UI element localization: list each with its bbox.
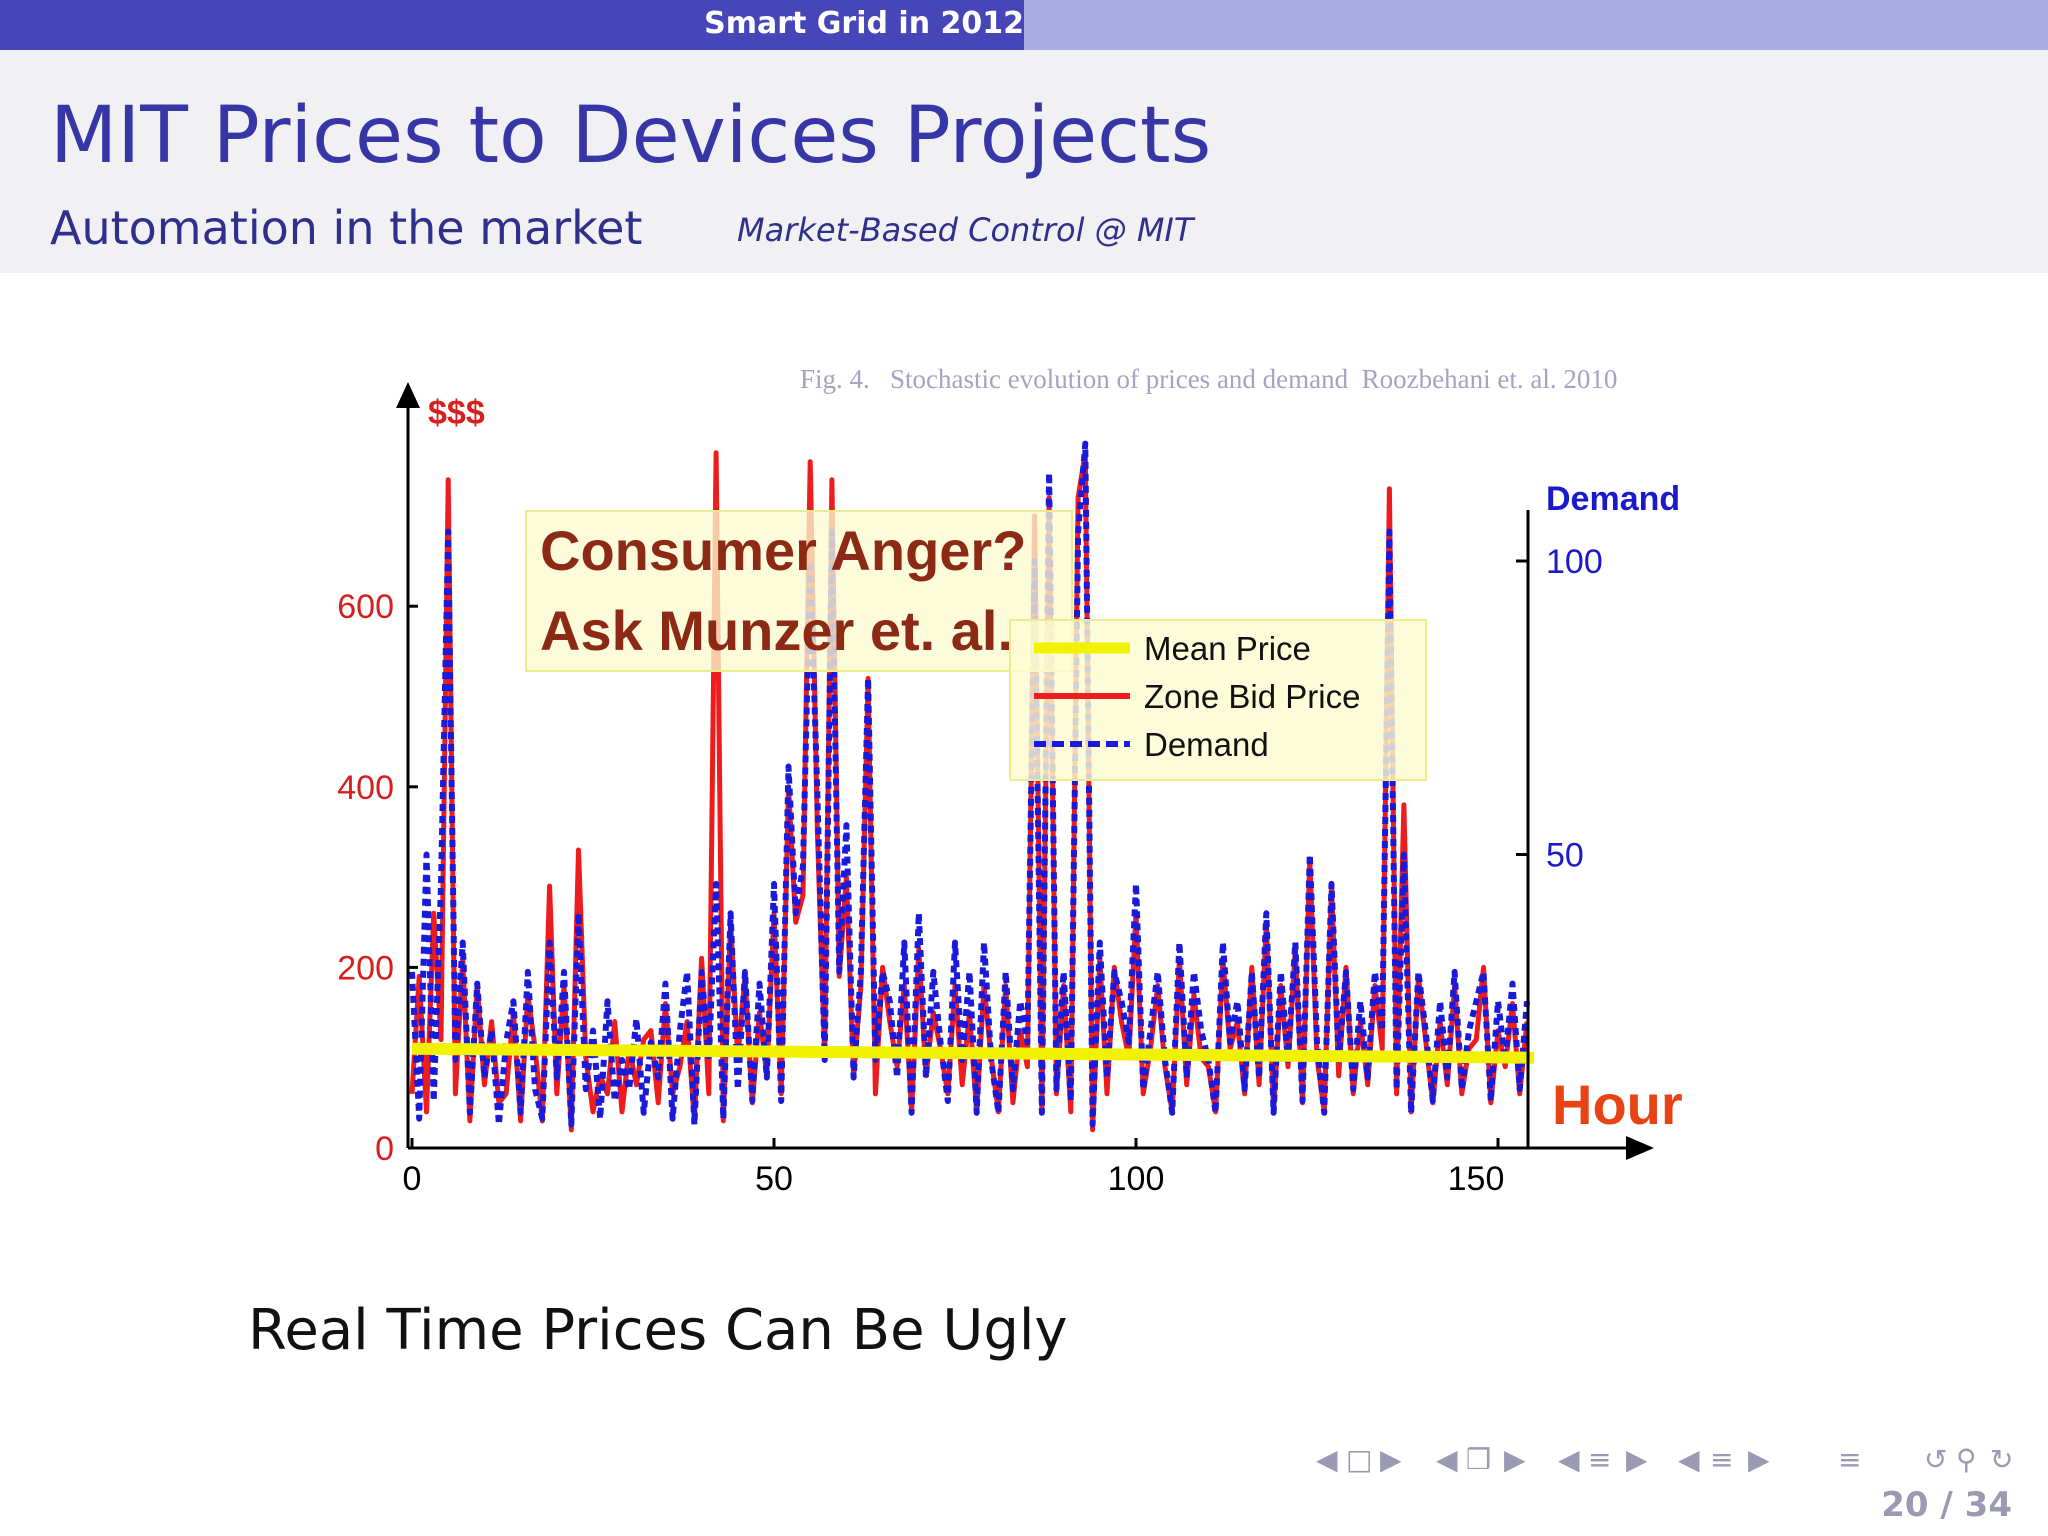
- figure-caption: Fig. 4. Stochastic evolution of prices a…: [800, 364, 1617, 394]
- search-icon[interactable]: ⚲: [1956, 1443, 1977, 1476]
- redo-icon[interactable]: ↻: [1990, 1443, 2014, 1476]
- frame-subtitle: Automation in the market: [50, 201, 643, 255]
- series-line-mean-price: [411, 1042, 1535, 1064]
- x-tick-label: 0: [403, 1160, 422, 1198]
- callout-line-2: Ask Munzer et. al.: [540, 599, 1013, 662]
- nav-next-icon[interactable]: ▶: [1504, 1443, 1526, 1476]
- bottom-text: Real Time Prices Can Be Ugly: [248, 1298, 1068, 1363]
- nav-prev-icon[interactable]: ◀: [1678, 1443, 1700, 1476]
- legend: Mean Price Zone Bid Price Demand: [1034, 630, 1360, 763]
- section-icon[interactable]: ≡: [1710, 1443, 1734, 1476]
- y-right-tick-label: 50: [1546, 837, 1584, 875]
- legend-label: Zone Bid Price: [1144, 678, 1360, 715]
- legend-label: Mean Price: [1144, 630, 1311, 667]
- nav-prev-icon[interactable]: ◀: [1436, 1443, 1458, 1476]
- x-axis-arrow: [1626, 1136, 1654, 1160]
- y-left-tick-label: 200: [337, 949, 394, 987]
- callout-line-1: Consumer Anger?: [540, 519, 1026, 582]
- x-tick-label: 100: [1108, 1160, 1165, 1198]
- frame-note: Market-Based Control @ MIT: [737, 211, 1194, 249]
- y-left-tick-label: 0: [375, 1130, 394, 1168]
- tick-layer: 0 50 100 150 0 200 400 600 50 100: [337, 543, 1602, 1198]
- x-tick-label: 150: [1448, 1160, 1505, 1198]
- subsection-icon[interactable]: ❒: [1466, 1443, 1492, 1476]
- callout-box: [525, 510, 1073, 672]
- section-title[interactable]: Smart Grid in 2012: [704, 6, 1024, 41]
- nav-prev-icon[interactable]: ◀: [1558, 1443, 1580, 1476]
- top-bar: Smart Grid in 2012: [0, 0, 2048, 50]
- series-line-demand: [409, 440, 1530, 1128]
- frame-title: MIT Prices to Devices Projects: [50, 91, 1212, 181]
- x-tick-label: 50: [755, 1160, 793, 1198]
- toc-icon[interactable]: ≡: [1838, 1443, 1862, 1476]
- left-axis-arrow: [396, 382, 420, 408]
- y-right-tick-label: 100: [1546, 543, 1603, 581]
- right-axis-label: Demand: [1546, 480, 1680, 518]
- x-axis-label: Hour: [1552, 1073, 1683, 1136]
- undo-icon[interactable]: ↺: [1924, 1443, 1948, 1476]
- y-left-tick-label: 400: [337, 769, 394, 807]
- top-bar-left: [0, 0, 1024, 50]
- y-left-tick-label: 600: [337, 588, 394, 626]
- nav-prev-icon[interactable]: ◀: [1316, 1443, 1338, 1476]
- nav-next-icon[interactable]: ▶: [1748, 1443, 1770, 1476]
- top-bar-right: [1024, 0, 2048, 50]
- section-icon[interactable]: ≡: [1588, 1443, 1612, 1476]
- nav-next-icon[interactable]: ▶: [1626, 1443, 1648, 1476]
- navigation-bar: ◀ □ ▶ ◀ ❒ ▶ ◀ ≡ ▶ ◀ ≡ ▶ ≡ ↺ ⚲ ↻: [1300, 1440, 2040, 1480]
- left-axis-label: $$$: [428, 394, 485, 432]
- page-number: 20 / 34: [1881, 1485, 2012, 1525]
- series-layer: [409, 440, 1535, 1133]
- legend-label: Demand: [1144, 726, 1269, 763]
- frame-icon[interactable]: □: [1346, 1443, 1373, 1476]
- nav-next-icon[interactable]: ▶: [1380, 1443, 1402, 1476]
- frame-header: [0, 50, 2048, 273]
